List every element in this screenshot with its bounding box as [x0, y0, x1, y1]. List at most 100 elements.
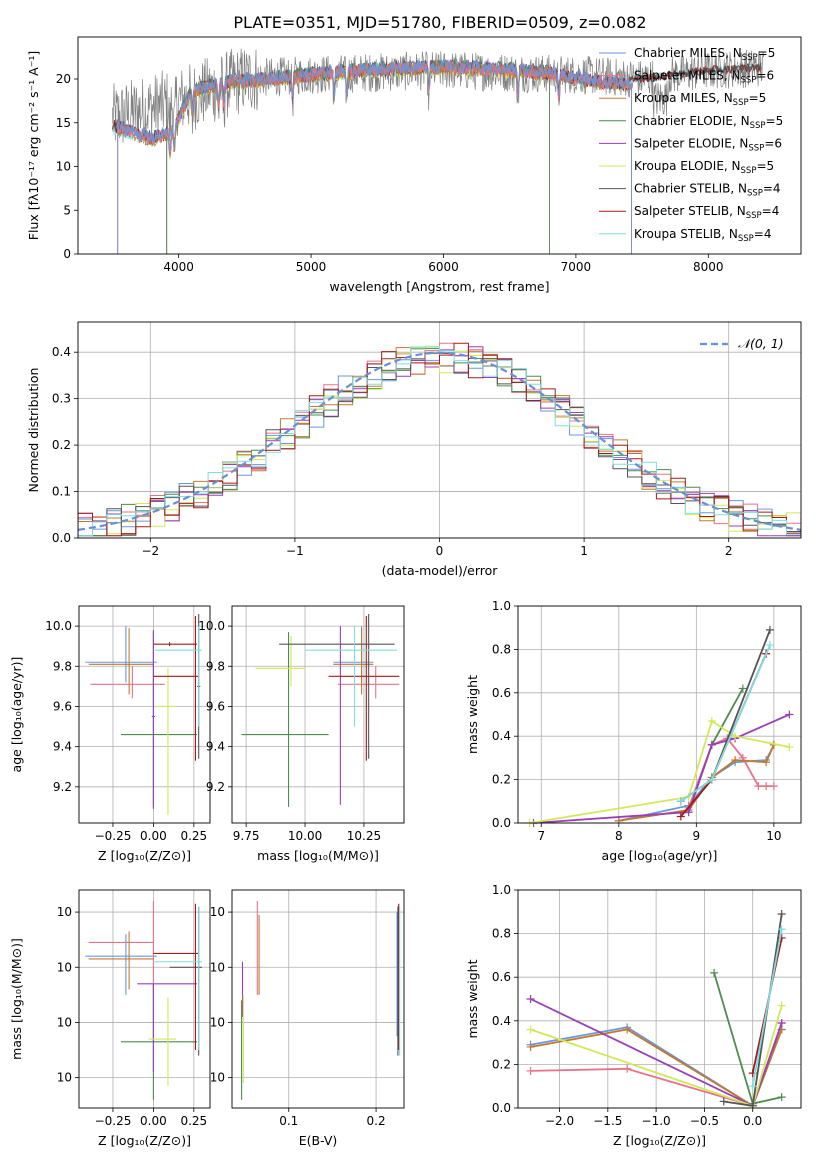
x-tick-label: 2	[725, 544, 733, 558]
legend-label: Chabrier MILES, NSSP=5	[634, 46, 775, 63]
legend-name: Kroupa ELODIE,	[634, 159, 732, 173]
y-tick-label: 9.4	[53, 740, 72, 754]
legend-eq: =5	[749, 91, 767, 105]
y-tick-label: 9.6	[53, 699, 72, 713]
weight-marker	[623, 1064, 632, 1073]
weight-marker	[765, 641, 774, 650]
y-tick-label: 10.0	[198, 619, 225, 633]
legend-name: Kroupa STELIB,	[634, 227, 729, 241]
weight-line-chabrier_elodie	[687, 688, 744, 813]
weight-marker	[762, 758, 771, 767]
x-tick-label: −0.25	[95, 829, 132, 843]
weight-marker	[526, 995, 535, 1003]
model-spectrum-chabrier_miles	[117, 58, 632, 254]
legend-eq: =6	[764, 136, 782, 150]
legend-sub: SSP	[741, 166, 757, 176]
weight-marker	[676, 812, 685, 821]
y-tick-label: 0	[63, 247, 71, 261]
y-tick-label: 0.3	[52, 392, 71, 406]
legend-eq: =5	[766, 114, 784, 128]
legend-n: N	[741, 114, 750, 128]
x-tick-label: 0.1	[279, 1114, 298, 1128]
figure-title: PLATE=0351, MJD=51780, FIBERID=0509, z=0…	[233, 13, 646, 32]
weight-marker	[707, 740, 716, 749]
y-tick-label: 0.1	[52, 485, 71, 499]
weight-marker	[762, 782, 771, 791]
legend-n: N	[739, 136, 748, 150]
weight-marker	[777, 925, 786, 934]
y-tick-label: 0.0	[52, 531, 71, 545]
axes-frame	[78, 605, 211, 824]
weight-marker	[769, 782, 778, 791]
x-tick-label: 1	[580, 544, 588, 558]
axes-frame	[231, 889, 405, 1109]
y-tick-label: 15	[56, 116, 71, 130]
legend-label: Salpeter ELODIE, NSSP=6	[634, 136, 782, 153]
y-axis-label: mass [log₁₀(M/M⊙)]	[9, 938, 24, 1060]
x-tick-label: −1.0	[642, 1114, 671, 1128]
x-axis-label: E(B-V)	[299, 1133, 338, 1148]
legend-n: N	[733, 46, 742, 60]
x-tick-label: 8000	[693, 260, 724, 274]
spectrum-panel: 4000 5000 6000 7000 8000 0 5 10 15 20 wavelength […	[26, 36, 802, 294]
y-tick-label: 10	[57, 960, 72, 974]
axes-frame	[77, 321, 802, 539]
weight-marker	[765, 625, 774, 634]
weight-marker	[754, 782, 763, 791]
x-tick-label: −1.5	[593, 1114, 622, 1128]
y-tick-label: 9.4	[206, 740, 225, 754]
legend-eq: =4	[762, 204, 780, 218]
y-tick-label: 10	[210, 1015, 225, 1029]
y-tick-label: 9.8	[53, 659, 72, 673]
x-tick-label: −0.25	[95, 1114, 132, 1128]
legend-label: Chabrier ELODIE, NSSP=5	[634, 114, 783, 131]
legend-name: Chabrier MILES,	[634, 46, 733, 60]
legend-n: N	[724, 91, 733, 105]
legend-label: Kroupa ELODIE, NSSP=5	[634, 159, 774, 176]
y-axis-label: age [log₁₀(age/yr)]	[9, 657, 24, 773]
legend-eq: =4	[754, 227, 772, 241]
x-tick-label: 0.25	[180, 829, 207, 843]
histogram-plot	[78, 342, 801, 537]
x-axis-label: mass [log₁₀(M/M⊙)]	[257, 848, 379, 863]
mass_vs_z-panel: −0.25 0.00 0.25 10 10 10 10 Z [log₁₀(Z/Z⊙)] mass…	[9, 889, 211, 1148]
mass_vs_ebv-panel: 0.1 0.2 10 10 10 10 E(B-V)	[210, 889, 405, 1148]
observed-spectrum	[112, 48, 765, 145]
y-tick-label: 0.8	[492, 927, 511, 941]
y-tick-label: 9.8	[206, 659, 225, 673]
weight-marker	[777, 1001, 786, 1010]
weight-marker	[777, 933, 786, 942]
y-tick-label: 10	[57, 1071, 72, 1085]
x-tick-label: 0.00	[140, 1114, 167, 1128]
legend-sub: SSP	[741, 76, 757, 86]
x-tick-label: −0.5	[690, 1114, 719, 1128]
x-tick-label: 9	[693, 829, 701, 843]
legend-name: Salpeter ELODIE,	[634, 136, 739, 150]
y-tick-label: 0.4	[492, 729, 511, 743]
legend-n: N	[732, 159, 741, 173]
legend-sub: SSP	[742, 53, 758, 63]
x-tick-label: 10.25	[347, 829, 381, 843]
legend-name: Chabrier ELODIE,	[634, 114, 741, 128]
x-tick-label: 5000	[296, 260, 327, 274]
weight-marker	[710, 968, 719, 977]
weight-marker	[707, 717, 716, 726]
legend-sub: SSP	[750, 121, 766, 131]
weight-marker	[707, 775, 716, 784]
weight-marker	[719, 1097, 728, 1106]
legend-sub: SSP	[747, 189, 763, 199]
spectrum-plot	[112, 48, 765, 254]
legend-eq: =6	[756, 69, 774, 83]
weight-marker	[731, 756, 740, 765]
weight-marker	[785, 710, 794, 719]
weight-marker	[777, 909, 786, 918]
y-tick-label: 0.0	[492, 816, 511, 830]
legend-name: Kroupa MILES,	[634, 91, 724, 105]
legend-eq: =5	[756, 159, 774, 173]
legend-eq: =4	[763, 182, 781, 196]
y-tick-label: 9.6	[206, 699, 225, 713]
x-tick-label: 8	[615, 829, 623, 843]
y-tick-label: 0.2	[492, 773, 511, 787]
x-tick-label: 0.0	[743, 1114, 762, 1128]
